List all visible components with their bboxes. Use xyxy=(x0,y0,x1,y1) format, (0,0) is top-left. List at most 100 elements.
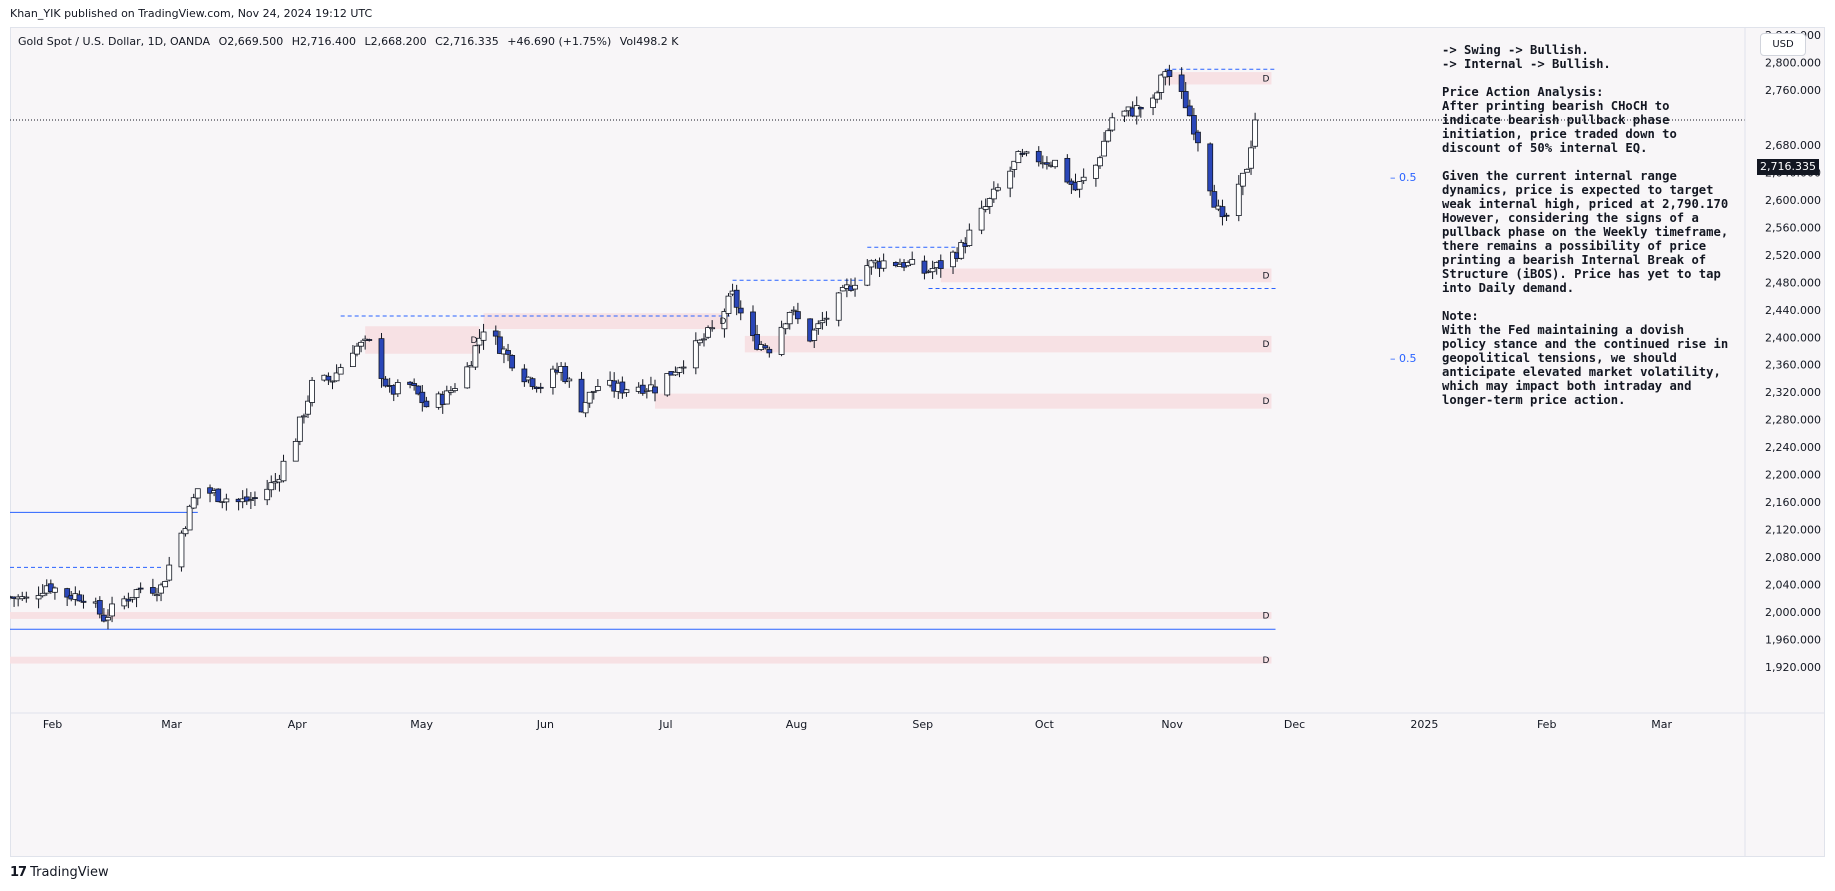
time-tick-label: Feb xyxy=(43,718,62,731)
candle-body xyxy=(1035,150,1042,163)
candle-body xyxy=(521,368,528,383)
price-tick-label: 2,160.000 xyxy=(1765,496,1821,509)
candle-body xyxy=(1011,160,1018,170)
candle-body xyxy=(1244,168,1250,173)
time-tick-label: Sep xyxy=(912,718,933,731)
candle-body xyxy=(137,587,144,590)
candle-body xyxy=(590,390,597,393)
candle-body xyxy=(333,372,340,382)
candle-body xyxy=(762,345,769,349)
analysis-paragraph-1: After printing bearish CHoCH to indicate… xyxy=(1442,99,1677,155)
note-heading: Note: xyxy=(1442,309,1479,323)
candle-body xyxy=(1223,214,1230,217)
candle-body xyxy=(1019,153,1026,155)
candle-body xyxy=(105,617,111,621)
candle-body xyxy=(794,311,801,320)
candle-body xyxy=(109,603,115,617)
candle-body xyxy=(505,350,511,355)
demand-zone xyxy=(10,656,1272,664)
zone-label: D xyxy=(470,336,477,346)
candle-body xyxy=(1207,143,1214,192)
candle-body xyxy=(852,284,858,290)
candle-body xyxy=(23,596,30,599)
candle-body xyxy=(476,337,483,346)
candle-body xyxy=(154,594,160,597)
candle-body xyxy=(619,381,626,394)
price-tick-label: 2,200.000 xyxy=(1765,469,1821,482)
candle-body xyxy=(782,323,789,330)
candle-body xyxy=(1235,183,1242,216)
candle-body xyxy=(1178,74,1185,92)
candle-body xyxy=(737,307,744,314)
candle-body xyxy=(778,326,785,355)
candle-body xyxy=(194,488,201,499)
candle-body xyxy=(129,596,136,600)
analysis-note: -> Swing -> Bullish. -> Internal -> Bull… xyxy=(1442,43,1732,407)
candle-body xyxy=(452,388,458,392)
candle-body xyxy=(423,400,430,408)
time-tick-label: Mar xyxy=(1651,718,1672,731)
candle-body xyxy=(1076,181,1083,190)
candle-body xyxy=(733,289,740,308)
candle-body xyxy=(1109,117,1116,131)
candle-body xyxy=(350,352,356,368)
candle-body xyxy=(186,505,193,531)
candle-body xyxy=(378,338,385,379)
candle-body xyxy=(1133,105,1140,117)
candle-body xyxy=(382,378,389,387)
candle-body xyxy=(447,390,454,393)
symbol-info: Gold Spot / U.S. Dollar, 1D, OANDA O2,66… xyxy=(18,35,683,48)
candle-body xyxy=(52,587,58,593)
currency-button[interactable]: USD xyxy=(1760,33,1806,56)
candle-body xyxy=(411,383,418,386)
chart-area[interactable] xyxy=(10,27,1825,857)
zone-label: D xyxy=(1262,340,1269,350)
candle-body xyxy=(223,498,230,503)
candle-body xyxy=(594,386,601,391)
candle-body xyxy=(1186,105,1193,117)
candle-body xyxy=(676,367,683,373)
price-tick-label: 2,360.000 xyxy=(1765,359,1821,372)
candle-body xyxy=(766,348,773,354)
candle-body xyxy=(329,380,336,383)
demand-zone xyxy=(10,612,1272,619)
candle-body xyxy=(790,309,797,312)
candle-body xyxy=(529,378,536,387)
candle-body xyxy=(366,339,373,341)
candle-body xyxy=(415,385,422,395)
candle-body xyxy=(725,295,732,314)
price-tick-label: 2,400.000 xyxy=(1765,331,1821,344)
candle-body xyxy=(880,260,887,269)
tradingview-logo[interactable]: 17 TradingView xyxy=(10,865,109,880)
candle-body xyxy=(1052,159,1058,168)
zone-label: D xyxy=(1262,397,1269,407)
candle-body xyxy=(550,368,556,388)
candle-body xyxy=(1239,172,1246,187)
candle-body xyxy=(835,292,842,321)
equilibrium-label: – 0.5 xyxy=(1390,352,1417,365)
candle-body xyxy=(652,386,658,394)
candle-body xyxy=(264,488,271,501)
candle-body xyxy=(1044,162,1050,165)
candle-body xyxy=(472,345,479,368)
candle-body xyxy=(1007,170,1014,189)
price-chart[interactable]: D D D D D D D D – 0.5 – 0.5 1,920.000 1,960.000 2,0… xyxy=(10,27,1825,857)
candle-body xyxy=(537,386,544,389)
time-tick-label: Mar xyxy=(161,718,182,731)
candle-body xyxy=(1219,206,1226,218)
demand-zones xyxy=(10,72,1272,664)
zone-label: D xyxy=(719,317,726,327)
candle-body xyxy=(215,488,222,503)
demand-zone xyxy=(940,268,1272,283)
candle-body xyxy=(1093,164,1099,179)
candle-body xyxy=(864,265,871,286)
candle-body xyxy=(921,260,928,274)
candle-body xyxy=(815,323,822,329)
candle-body xyxy=(182,528,189,535)
time-tick-label: Aug xyxy=(786,718,807,731)
candle-body xyxy=(80,600,87,603)
candle-body xyxy=(1190,115,1197,135)
zone-label: D xyxy=(1262,74,1269,84)
tradingview-wordmark: TradingView xyxy=(30,865,109,880)
demand-zone xyxy=(483,313,729,330)
